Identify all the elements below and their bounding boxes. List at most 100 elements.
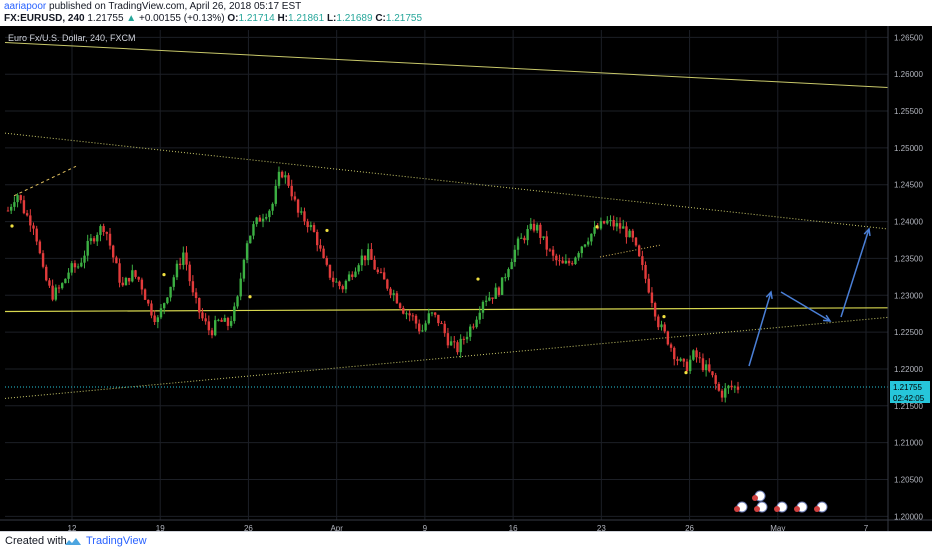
price-axis-bg: [888, 26, 932, 531]
candle-body: [70, 263, 73, 273]
candle-body: [389, 288, 392, 295]
candle-body: [484, 300, 488, 302]
candle-body: [300, 211, 303, 213]
candle-body: [271, 203, 274, 211]
candle-body: [599, 221, 603, 229]
candle-body: [539, 224, 542, 238]
price-axis[interactable]: 1.26500 1.26000 1.25500 1.25000 1.24500 1.240…: [887, 26, 932, 531]
candle-body: [86, 240, 89, 256]
price-tick-label: 1.21500: [894, 402, 923, 411]
signal-dot: [162, 273, 166, 277]
event-flag-icon: [794, 506, 800, 512]
candle-body: [13, 202, 16, 207]
candle-body: [19, 195, 22, 201]
short-trend-segment: [13, 165, 77, 197]
candle-body: [239, 278, 242, 297]
candle-body: [226, 318, 230, 326]
candle-body: [220, 319, 223, 322]
candle-body: [532, 223, 536, 231]
candle-body: [309, 225, 313, 228]
chart-header: aariapoor published on TradingView.com, …: [0, 0, 932, 26]
candle-body: [210, 330, 214, 336]
price-chart[interactable]: 1.26500 1.26000 1.25500 1.25000 1.24500 1.240…: [0, 26, 932, 531]
event-flag-icon: [752, 495, 758, 501]
candle-body: [411, 315, 415, 317]
candle-body: [679, 358, 682, 361]
candle-body: [335, 281, 338, 283]
tradingview-brand[interactable]: TradingView: [86, 535, 147, 547]
candle-body: [140, 279, 144, 290]
price-tick-label: 1.24500: [894, 181, 923, 190]
candle-body: [510, 262, 513, 270]
arrow-head-icon: [863, 227, 871, 237]
price-tick-label: 1.20000: [894, 512, 923, 521]
candle-body: [618, 223, 622, 229]
projection-arrow: [840, 228, 870, 318]
candle-body: [111, 245, 115, 258]
candle-body: [124, 277, 128, 286]
candle-body: [583, 244, 587, 247]
candle-body: [137, 276, 140, 280]
candle-body: [494, 287, 497, 299]
candle-body: [692, 350, 695, 360]
candle-body: [398, 303, 402, 309]
candle-body: [178, 263, 182, 265]
projection-arrow: [780, 291, 831, 322]
publish-info: aariapoor published on TradingView.com, …: [4, 1, 301, 12]
candle-body: [29, 215, 32, 226]
time-tick-label: 23: [597, 524, 606, 531]
candle-body: [118, 263, 121, 283]
candle-body: [293, 196, 297, 200]
rising-support-line: [4, 316, 889, 399]
candle-body: [344, 280, 348, 290]
candle-body: [459, 338, 462, 353]
candle-body: [520, 237, 523, 239]
candle-body: [414, 315, 418, 324]
candle-body: [357, 265, 360, 272]
close-value: 1.21755: [385, 13, 423, 24]
candle-body: [316, 231, 319, 246]
candle-body: [676, 359, 679, 361]
candle-body: [698, 357, 701, 359]
candle-body: [433, 312, 437, 315]
candle-body: [214, 320, 217, 336]
candle-body: [277, 171, 281, 186]
event-flag-icon: [814, 506, 820, 512]
time-tick-label: Apr: [330, 524, 343, 531]
event-markers[interactable]: [734, 490, 828, 513]
candle-body: [319, 245, 322, 249]
price-tick-label: 1.20500: [894, 475, 923, 484]
candle-body: [131, 270, 134, 282]
time-axis[interactable]: 12 19 26 Apr 9 16 23 26 May 7: [0, 519, 932, 531]
candle-body: [465, 336, 469, 340]
last-price: 1.21755: [87, 13, 124, 24]
candle-body: [408, 313, 411, 316]
candle-body: [303, 211, 306, 222]
candle-body: [628, 230, 631, 238]
candle-body: [625, 226, 628, 238]
candle-body: [663, 324, 666, 332]
candle-body: [548, 249, 552, 251]
projection-arrows[interactable]: [748, 227, 871, 367]
drawn-trendlines[interactable]: [4, 42, 889, 399]
candle-body: [265, 217, 268, 219]
candle-body: [453, 341, 456, 343]
candle-body: [229, 321, 233, 326]
candle-body: [704, 364, 708, 371]
candle-body: [373, 259, 376, 270]
symbol-label: FX:EURUSD, 240: [4, 13, 85, 24]
candle-body: [127, 277, 131, 282]
candle-body: [194, 292, 198, 298]
chart-plot-area[interactable]: 1.26500 1.26000 1.25500 1.25000 1.24500 1.240…: [0, 26, 932, 531]
candle-body: [175, 263, 179, 278]
candle-body: [500, 277, 504, 295]
candle-body: [245, 243, 249, 260]
candle-body: [48, 280, 51, 286]
candle-body: [57, 287, 61, 289]
candle-body: [558, 260, 561, 262]
candle-body: [631, 230, 635, 238]
author-link[interactable]: aariapoor: [4, 1, 47, 12]
candle-body: [475, 319, 478, 328]
change-up-icon: ▲: [126, 13, 137, 24]
short-trend-segment: [599, 244, 661, 258]
